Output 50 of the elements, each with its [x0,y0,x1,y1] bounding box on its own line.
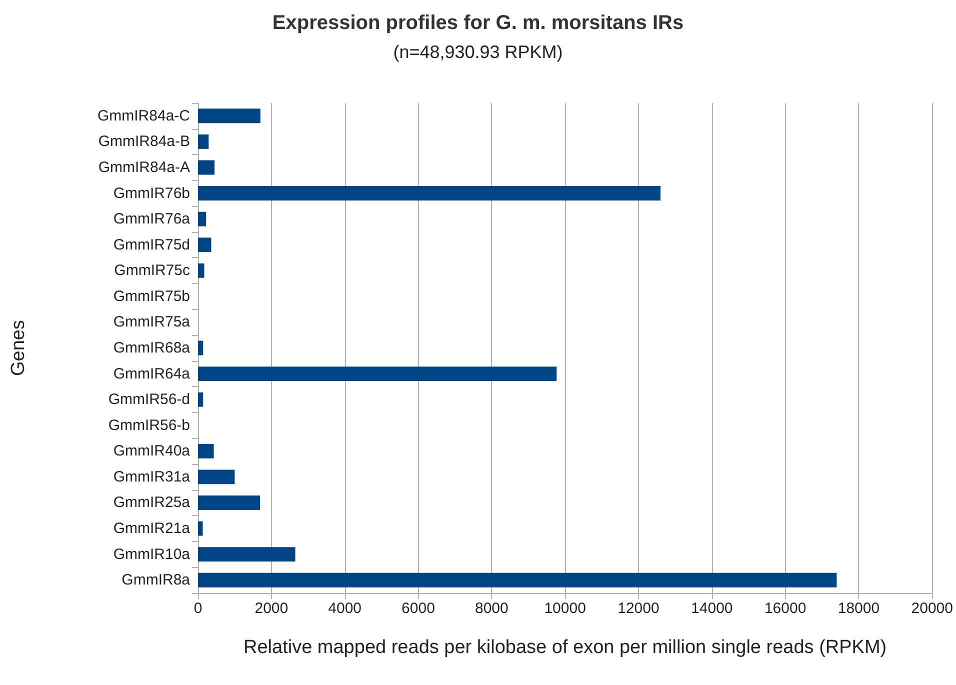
y-tick-label: GmmIR84a-A [98,158,190,176]
bar [198,366,557,382]
bar [198,108,260,124]
bar [198,470,235,484]
bar [198,444,214,458]
y-tick-label: GmmIR64a [113,365,191,382]
x-tick-label: 12000 [618,600,660,617]
bar [198,263,204,278]
x-tick-label: 6000 [402,600,435,617]
y-axis-title: Genes [8,320,29,376]
bar [198,186,661,200]
x-tick-label: 18000 [838,600,880,617]
x-tick-label: 16000 [764,600,806,617]
x-tick-label: 0 [194,600,202,617]
x-tick-label: 20000 [911,600,954,617]
y-tick-label: GmmIR68a [113,340,191,356]
x-tick-label: 8000 [474,600,508,617]
y-tick-label: GmmIR56-b [108,416,190,434]
bar [198,521,203,536]
y-tick-label: GmmIR56-d [108,391,190,408]
bar [198,134,209,149]
bar [198,340,204,356]
y-tick-label: GmmIR31a [113,468,191,486]
bar [198,572,837,588]
x-tick-label: 4000 [328,600,362,617]
bar [198,238,212,252]
x-tick-label: 14000 [691,600,733,617]
y-tick-label: GmmIR21a [113,520,191,538]
y-tick-label: GmmIR75d [113,236,190,254]
y-tick-label: GmmIR76a [113,210,191,228]
y-tick-label: GmmIR75c [114,262,190,280]
y-tick-label: GmmIR75a [113,314,191,331]
bar [198,212,206,226]
bar [198,547,296,562]
x-tick-label: 10000 [544,600,586,617]
bar [198,496,260,510]
y-tick-label: GmmIR10a [113,546,191,563]
y-tick-label: GmmIR76b [113,184,190,202]
y-tick-label: GmmIR25a [113,494,191,512]
y-tick-label: GmmIR84a-B [98,133,190,150]
chart-title: Expression profiles for G. m. morsitans IRs [272,12,684,34]
bar [198,160,215,175]
y-tick-label: GmmIR75b [113,288,190,305]
x-tick-label: 2000 [254,600,288,617]
bar [198,392,204,407]
y-tick-label: GmmIR84a-C [97,107,190,124]
x-axis-title: Relative mapped reads per kilobase of exon per million single reads (RPKM) [243,637,887,658]
chart-subtitle: (n=48,930.93 RPKM) [393,42,563,62]
y-tick-label: GmmIR40a [113,442,191,460]
y-tick-label: GmmIR8a [122,572,191,589]
